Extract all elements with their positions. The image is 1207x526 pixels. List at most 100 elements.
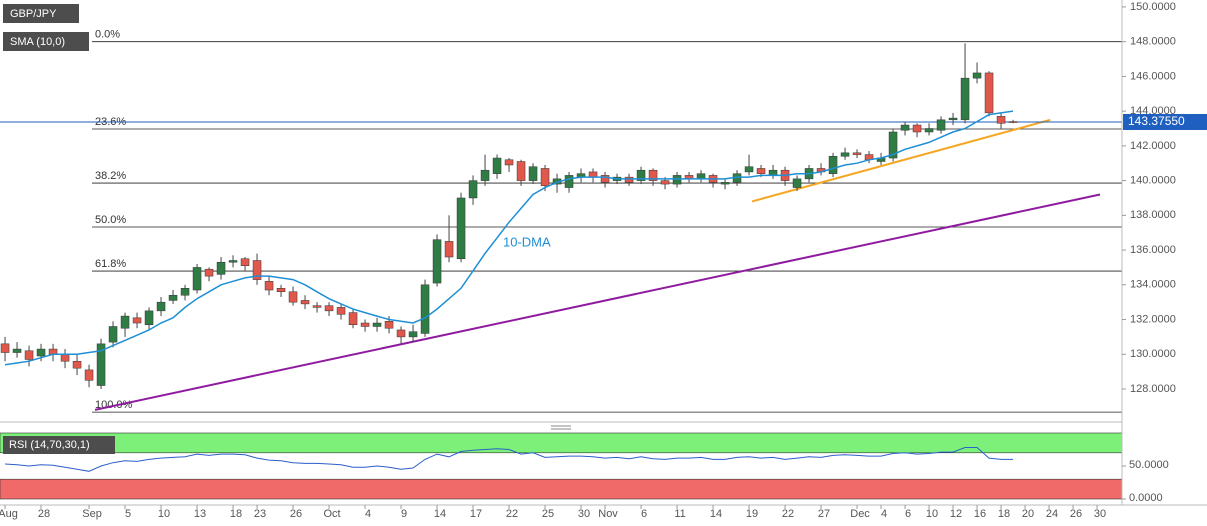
x-tick-label: 24 (1046, 508, 1058, 520)
y-tick-label: 146.0000 (1130, 70, 1176, 82)
candle-body (648, 169, 658, 181)
y-tick-label: 128.0000 (1130, 383, 1176, 395)
candle-body (984, 72, 994, 114)
candle-body (660, 180, 670, 185)
candle-body (192, 267, 202, 291)
legend-rsi: RSI (14,70,30,1) (9, 439, 90, 451)
candle-body (504, 159, 514, 166)
x-tick-label: 26 (290, 508, 302, 520)
trendline (751, 118, 1051, 203)
candle-body (696, 173, 706, 180)
candle-body (972, 72, 982, 79)
x-tick-label: 17 (470, 508, 482, 520)
x-tick-label: 30 (1094, 508, 1106, 520)
x-tick-label: 14 (710, 508, 722, 520)
x-tick-label: 9 (401, 508, 407, 520)
candle-body (540, 168, 550, 187)
candle-body (1008, 121, 1018, 123)
candle-body (924, 128, 934, 133)
fib-label: 61.8% (95, 258, 126, 270)
candle-body (900, 124, 910, 131)
candle-body (216, 261, 226, 275)
rsi-band (0, 478, 1123, 500)
candle-body (960, 77, 970, 121)
candle-body (348, 312, 358, 325)
x-tick-label: 11 (674, 508, 685, 520)
x-tick-label: Sep (82, 508, 102, 520)
rsi-band (0, 432, 1123, 454)
rsi-panel (0, 432, 1123, 500)
candle-body (240, 258, 250, 266)
price-panel: 0.0%23.6%38.2%50.0%61.8%100.0% (0, 29, 1122, 413)
x-tick-label: 5 (125, 508, 131, 520)
x-tick-label: 22 (506, 508, 518, 520)
panel-divider[interactable] (551, 425, 571, 430)
x-tick-label: 6 (641, 508, 647, 520)
x-tick-label: 10 (158, 508, 170, 520)
candle-body (384, 321, 394, 329)
x-tick-label: 30 (578, 508, 590, 520)
legend-box (3, 436, 115, 454)
candle-body (168, 294, 178, 301)
candle-body (792, 178, 802, 188)
last-price-box (1123, 113, 1207, 130)
candle-body (108, 326, 118, 343)
candle-body (228, 260, 238, 263)
x-tick-label: Oct (323, 508, 340, 520)
x-tick-label: 18 (230, 508, 242, 520)
candle-body (156, 301, 166, 312)
candle-body (432, 239, 442, 284)
candle-body (12, 348, 22, 353)
candle-body (468, 180, 478, 199)
fib-label: 38.2% (95, 170, 126, 182)
candle-body (0, 343, 10, 353)
candle-body (492, 157, 502, 174)
candle-body (756, 168, 766, 174)
candle-body (744, 166, 754, 173)
legend-sma: SMA (10,0) (10, 36, 65, 48)
rsi-tick-label: 0.0000 (1129, 492, 1163, 504)
candle-body (720, 182, 730, 185)
legend-box (3, 32, 89, 51)
x-tick-label: 6 (905, 508, 911, 520)
candle-body (144, 310, 154, 325)
candle-body (672, 175, 682, 185)
candle-body (768, 169, 778, 176)
candle-body (96, 343, 106, 386)
candle-body (420, 284, 430, 334)
y-tick-label: 140.0000 (1130, 175, 1176, 187)
candle-body (408, 331, 418, 338)
x-tick-label: 18 (998, 508, 1010, 520)
candle-body (132, 317, 142, 324)
x-tick-label: Dec (850, 508, 870, 520)
candle-body (996, 116, 1006, 124)
candle-body (336, 307, 346, 315)
last-price-label: 143.37550 (1128, 114, 1185, 128)
rsi-tick-label: 50.0000 (1129, 459, 1169, 471)
candle-body (72, 360, 82, 369)
x-tick-label: 28 (38, 508, 50, 520)
y-tick-label: 138.0000 (1130, 209, 1176, 221)
annotation: 10-DMA (503, 234, 551, 249)
candle-body (828, 156, 838, 174)
candle-body (204, 268, 214, 277)
candle-body (636, 169, 646, 181)
x-tick-label: 25 (542, 508, 554, 520)
candle-body (456, 197, 466, 260)
sma-line (4, 110, 1014, 366)
candle-body (120, 315, 130, 329)
candle-body (276, 288, 286, 293)
candle-body (480, 169, 490, 181)
candle-body (48, 348, 58, 355)
candle-body (24, 350, 34, 360)
candle-body (936, 119, 946, 131)
legend-symbol: GBP/JPY (10, 8, 57, 20)
candle-body (60, 354, 70, 362)
fib-label: 50.0% (95, 214, 126, 226)
candle-body (264, 281, 274, 291)
y-tick-label: 130.0000 (1130, 348, 1176, 360)
y-tick-label: 150.0000 (1130, 1, 1176, 13)
